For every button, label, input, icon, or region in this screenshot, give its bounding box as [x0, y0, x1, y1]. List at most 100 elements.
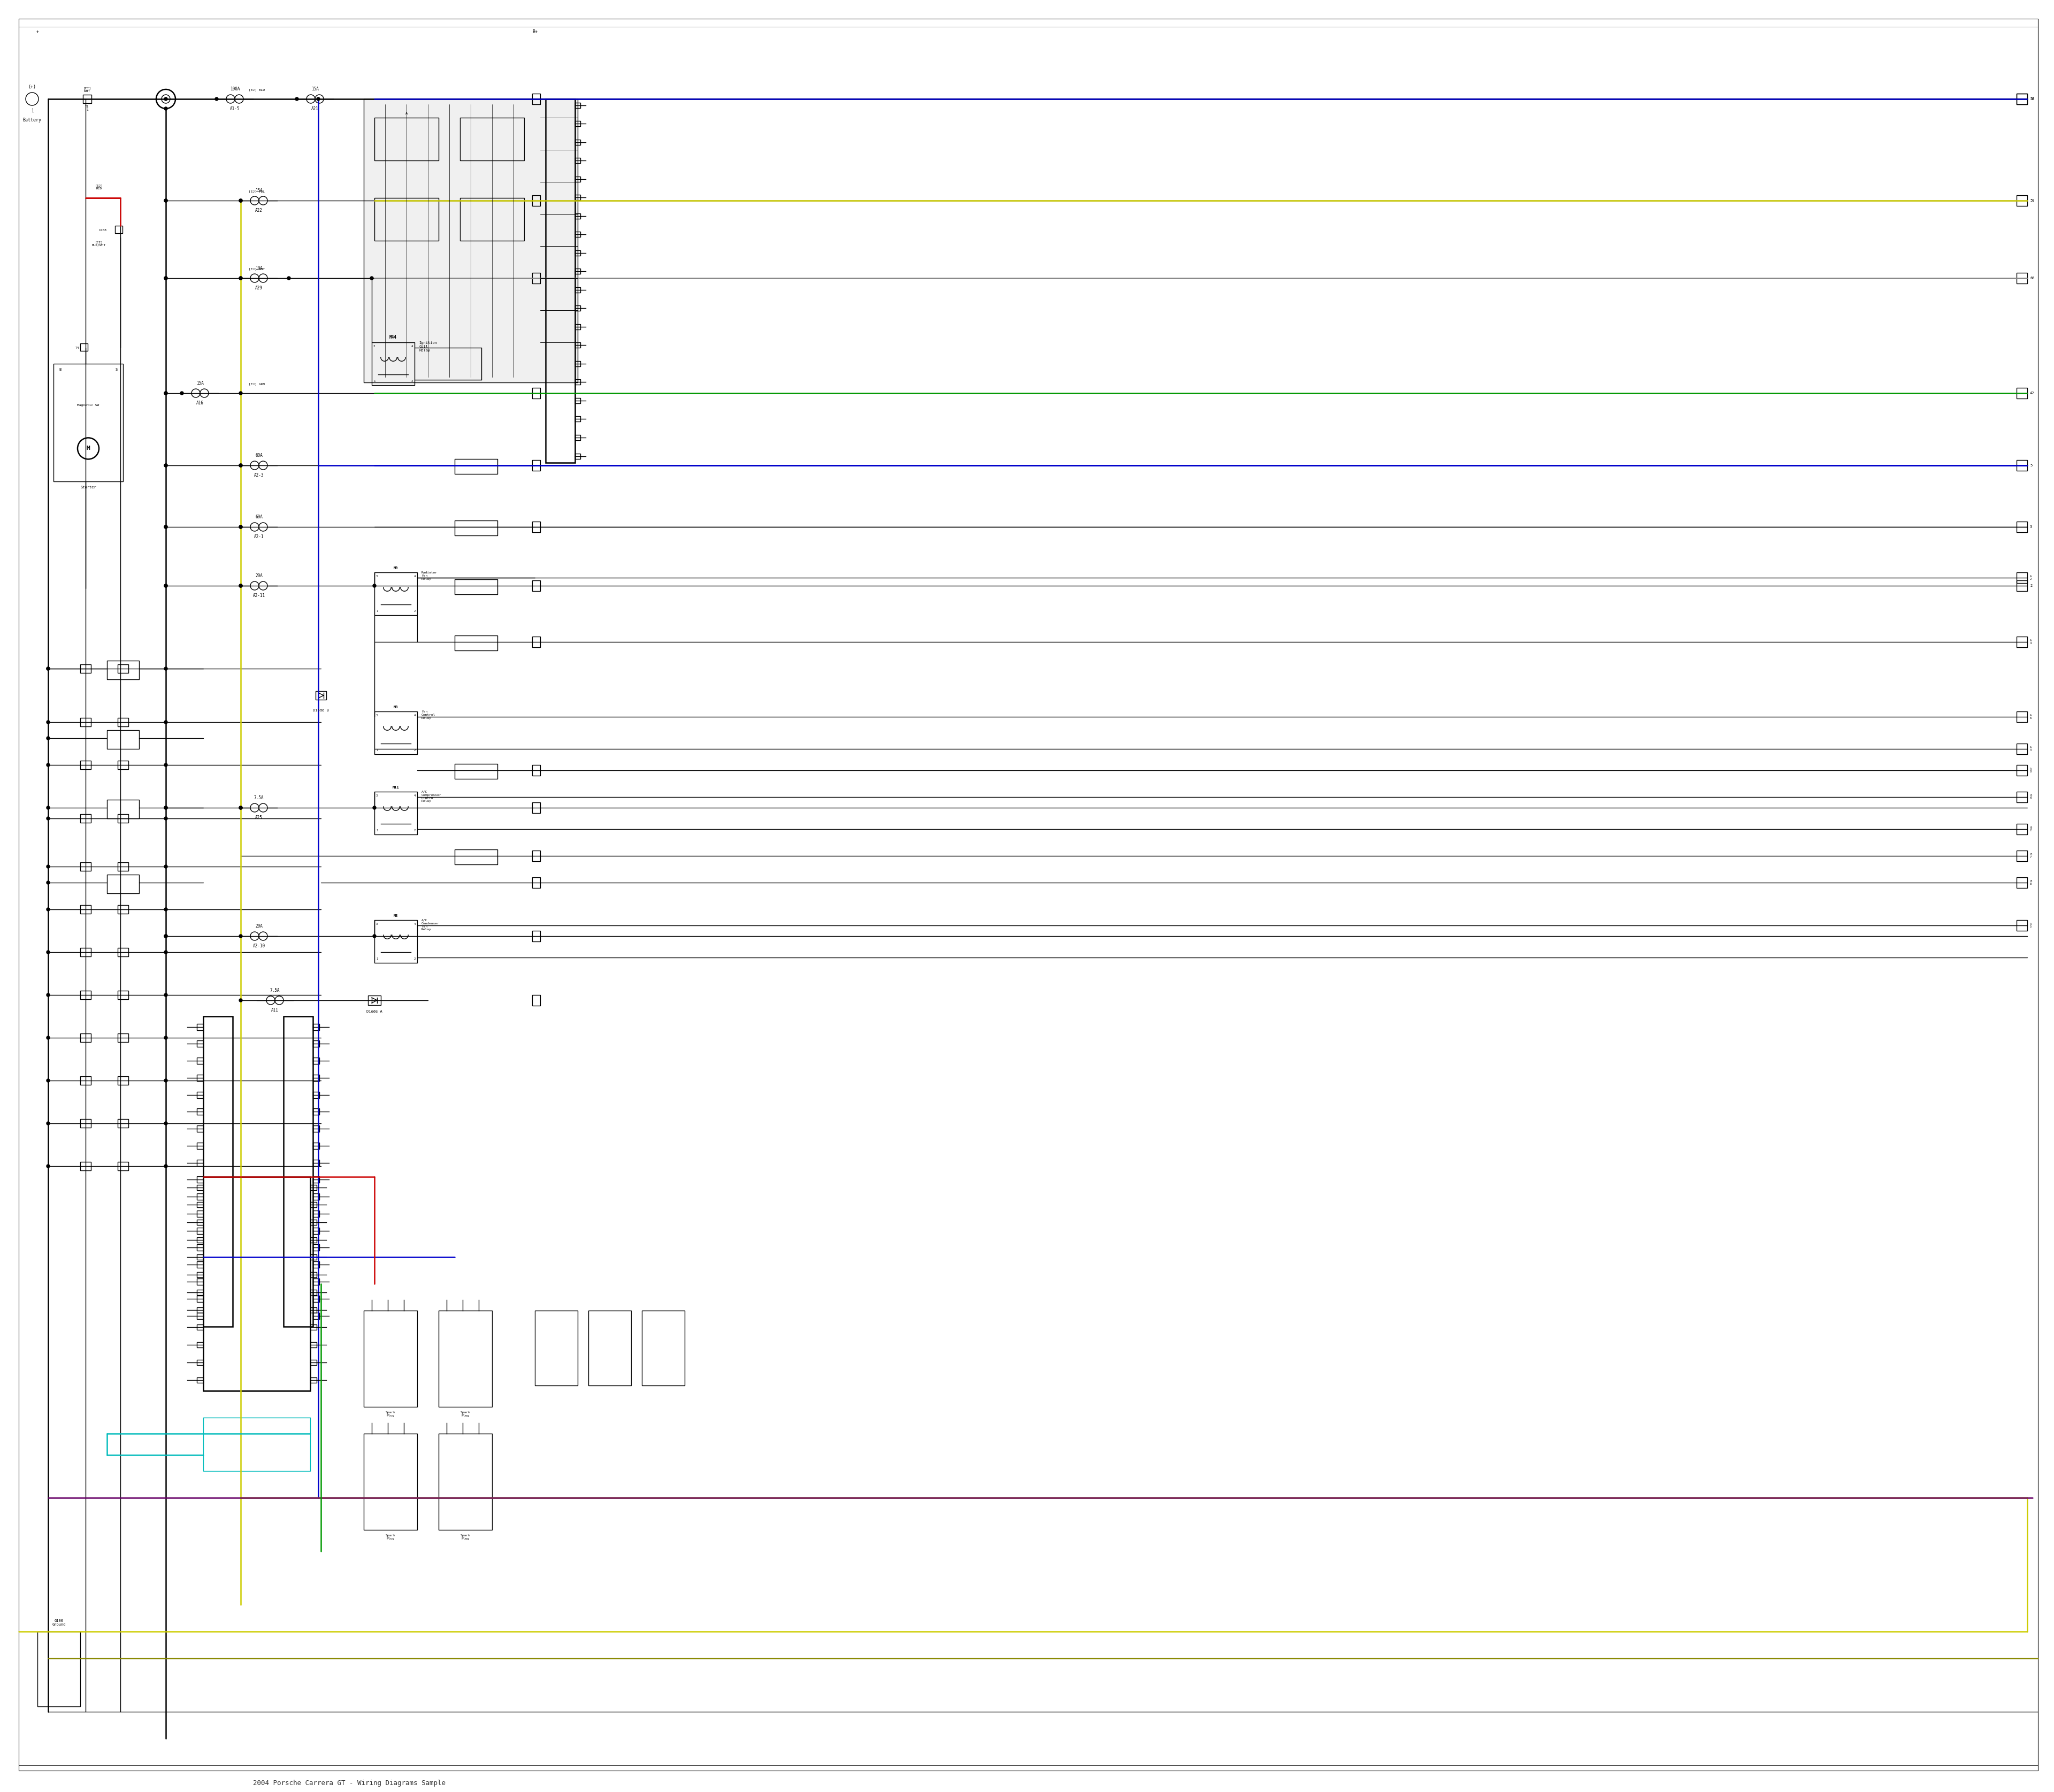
Bar — [312, 1296, 318, 1303]
Bar — [197, 1057, 203, 1064]
Text: G100
Ground: G100 Ground — [51, 1620, 66, 1625]
Bar — [310, 1202, 316, 1208]
Text: 7.5A: 7.5A — [269, 987, 279, 993]
Bar — [575, 251, 581, 256]
Bar — [107, 799, 140, 819]
Bar — [203, 1016, 232, 1326]
Circle shape — [238, 998, 242, 1002]
Bar — [197, 1202, 203, 1208]
Bar — [197, 1272, 203, 1278]
Circle shape — [164, 525, 168, 529]
Text: 60A: 60A — [255, 453, 263, 459]
Bar — [312, 1262, 318, 1267]
Bar — [454, 763, 497, 780]
Bar — [2017, 521, 2027, 532]
Bar — [312, 1075, 318, 1081]
Circle shape — [238, 464, 242, 468]
Bar — [372, 342, 415, 385]
Bar — [312, 1176, 318, 1183]
Circle shape — [238, 276, 242, 280]
Text: 15A: 15A — [255, 188, 263, 194]
Bar — [312, 1143, 318, 1149]
Bar — [532, 636, 540, 647]
Circle shape — [164, 97, 168, 100]
Text: 60A: 60A — [255, 514, 263, 520]
Bar — [532, 930, 540, 941]
Circle shape — [164, 1036, 168, 1039]
Bar — [203, 1417, 310, 1471]
Circle shape — [47, 667, 49, 670]
Bar — [312, 1244, 318, 1251]
Bar — [374, 118, 440, 161]
Bar — [575, 453, 581, 459]
Text: Fan
Control
Relay: Fan Control Relay — [421, 710, 435, 719]
Bar — [80, 814, 90, 823]
Bar — [587, 1310, 631, 1385]
Text: A11: A11 — [271, 1007, 279, 1012]
Text: Ignition
Coil
Relay: Ignition Coil Relay — [419, 340, 438, 351]
Bar — [80, 665, 90, 674]
Bar — [80, 719, 90, 726]
Bar — [364, 99, 577, 382]
Bar — [312, 1193, 318, 1201]
Bar — [440, 1310, 493, 1407]
Text: A16: A16 — [197, 401, 203, 405]
Bar — [364, 1434, 417, 1530]
Bar — [316, 692, 327, 699]
Bar — [107, 874, 140, 894]
Bar — [197, 1314, 203, 1319]
Bar — [197, 1378, 203, 1383]
Bar — [575, 269, 581, 274]
Circle shape — [370, 276, 374, 280]
Bar — [197, 1109, 203, 1115]
Bar — [53, 364, 123, 482]
Circle shape — [374, 584, 376, 588]
Text: T4: T4 — [76, 346, 80, 349]
Bar — [532, 851, 540, 862]
Bar — [197, 1308, 203, 1314]
Circle shape — [238, 199, 242, 202]
Bar — [80, 1161, 90, 1170]
Bar — [310, 1324, 316, 1330]
Text: +: + — [37, 30, 39, 34]
Circle shape — [47, 1036, 49, 1039]
Bar — [197, 1262, 203, 1267]
Text: A29: A29 — [255, 285, 263, 290]
Text: 2: 2 — [2029, 584, 2031, 588]
Text: Spark
Plug: Spark Plug — [460, 1410, 470, 1417]
Bar — [532, 995, 540, 1005]
Circle shape — [47, 720, 49, 724]
Circle shape — [164, 464, 168, 468]
Text: [EJ] BLU: [EJ] BLU — [249, 88, 265, 91]
Bar — [197, 1125, 203, 1133]
Bar — [197, 1290, 203, 1296]
Bar — [80, 991, 90, 1000]
Bar — [546, 99, 575, 462]
Bar — [2017, 744, 2027, 754]
Bar — [310, 1254, 316, 1260]
Text: C408: C408 — [99, 229, 107, 231]
Circle shape — [238, 584, 242, 588]
Text: Battery: Battery — [23, 118, 41, 122]
Circle shape — [288, 276, 290, 280]
Bar — [80, 760, 90, 769]
Text: B+: B+ — [532, 30, 538, 34]
Bar — [80, 905, 90, 914]
Text: Starter: Starter — [80, 486, 97, 489]
Circle shape — [47, 1122, 49, 1125]
Circle shape — [164, 909, 168, 910]
Circle shape — [164, 199, 168, 202]
Circle shape — [164, 720, 168, 724]
Bar — [197, 1220, 203, 1226]
Circle shape — [47, 866, 49, 867]
Circle shape — [47, 817, 49, 821]
Bar — [197, 1324, 203, 1330]
Bar — [115, 226, 123, 233]
Circle shape — [238, 464, 242, 468]
Bar — [2017, 711, 2027, 722]
Bar — [2017, 919, 2027, 930]
Circle shape — [164, 276, 168, 280]
Bar — [2017, 878, 2027, 889]
Circle shape — [164, 934, 168, 937]
Bar — [80, 862, 90, 871]
